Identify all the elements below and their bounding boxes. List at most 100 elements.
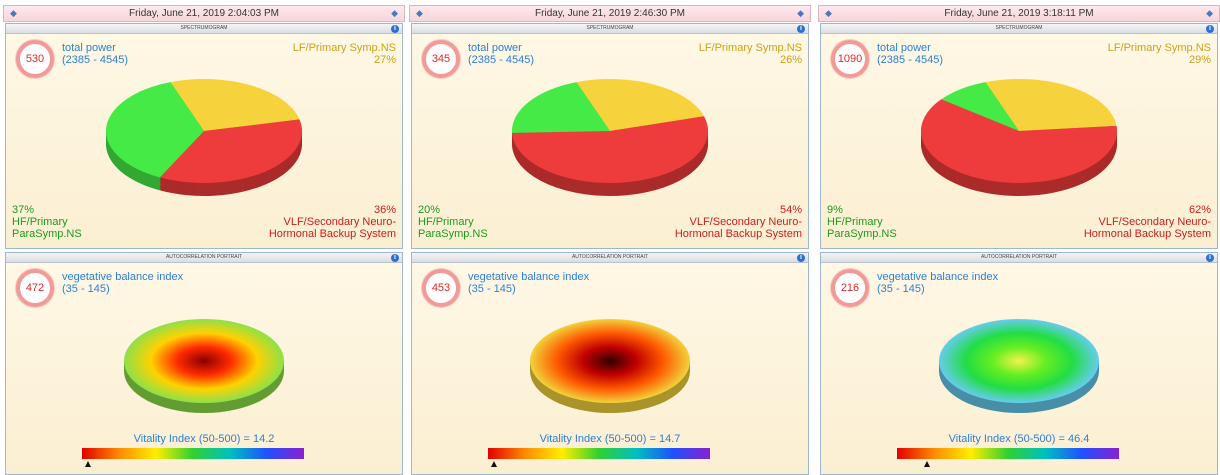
pie-slice — [170, 79, 300, 131]
range: (2385 - 4545) — [62, 54, 129, 66]
range: (2385 - 4545) — [468, 54, 535, 66]
info-icon[interactable]: i — [1206, 254, 1214, 262]
vitality-marker — [491, 461, 497, 467]
score-label: vegetative balance index (35 - 145) — [468, 271, 589, 295]
pie — [105, 79, 303, 196]
info-icon[interactable]: i — [391, 25, 399, 33]
slice-value: 54% — [779, 204, 802, 216]
column: ◆ Friday, June 21, 2019 2:46:30 PM ◆ SPECTR… — [409, 0, 811, 475]
slice-value: 29% — [1188, 54, 1211, 66]
vlf-label: 62% VLF/Secondary Neuro- Hormonal Backup … — [1084, 204, 1211, 240]
slice-name: HF/Primary ParaSymp.NS — [12, 216, 82, 240]
slice-value: 9% — [827, 204, 843, 216]
portrait — [939, 319, 1099, 413]
next-arrow: ◆ — [1206, 8, 1213, 18]
info-icon[interactable]: i — [391, 254, 399, 262]
slice-value: 62% — [1188, 204, 1211, 216]
range: (35 - 145) — [468, 283, 516, 295]
slice-name: VLF/Secondary Neuro- Hormonal Backup Sys… — [674, 216, 802, 240]
info-icon[interactable]: i — [797, 254, 805, 262]
score-badge: 472 — [16, 269, 54, 307]
info-icon[interactable]: i — [797, 25, 805, 33]
vitality-scale — [897, 448, 1119, 459]
range: (2385 - 4545) — [877, 54, 944, 66]
label: total power — [877, 42, 931, 54]
info-icon[interactable]: i — [1206, 25, 1214, 33]
next-arrow: ◆ — [391, 8, 398, 18]
pie — [921, 79, 1117, 196]
vitality-text: Vitality Index (50-500) = 14.7 — [539, 433, 681, 445]
score-label: vegetative balance index (35 - 145) — [877, 271, 998, 295]
prev-arrow: ◆ — [416, 8, 423, 18]
lf-label: LF/Primary Symp.NS 29% — [1108, 42, 1211, 66]
lf-label: LF/Primary Symp.NS 27% — [293, 42, 396, 66]
slice-name: VLF/Secondary Neuro- Hormonal Backup Sys… — [1083, 216, 1211, 240]
panel-header: AUTOCORRELATION PORTRAIT — [821, 253, 1217, 263]
date-bar: ◆ Friday, June 21, 2019 3:18:11 PM ◆ — [818, 5, 1220, 22]
portrait — [124, 319, 284, 413]
pie-slice — [576, 79, 704, 131]
score-badge: 453 — [422, 269, 460, 307]
autocorr-panel: AUTOCORRELATION PORTRAIT i 472 vegetative b… — [5, 252, 403, 475]
label: total power — [62, 42, 116, 54]
disc — [124, 319, 284, 403]
slice-value: 26% — [779, 54, 802, 66]
slice-name: VLF/Secondary Neuro- Hormonal Backup Sys… — [268, 216, 396, 240]
disc — [530, 319, 690, 403]
range: (35 - 145) — [62, 283, 110, 295]
slice-value: 20% — [418, 204, 441, 216]
column: ◆ Friday, June 21, 2019 3:18:11 PM ◆ SPECTR… — [818, 0, 1220, 475]
portrait — [530, 319, 690, 413]
vlf-label: 54% VLF/Secondary Neuro- Hormonal Backup … — [675, 204, 802, 240]
pie-slice — [985, 79, 1117, 131]
slice-value: 36% — [373, 204, 396, 216]
pie-slice — [512, 82, 610, 133]
label: total power — [468, 42, 522, 54]
vitality-marker — [924, 461, 930, 467]
autocorr-panel: AUTOCORRELATION PORTRAIT i 453 vegetative b… — [411, 252, 809, 475]
date-text: Friday, June 21, 2019 2:04:03 PM — [129, 8, 279, 19]
vitality-text: Vitality Index (50-500) = 46.4 — [948, 433, 1090, 445]
slice-name: HF/Primary ParaSymp.NS — [418, 216, 488, 240]
hf-label: 9% HF/Primary ParaSymp.NS — [827, 204, 897, 240]
score-badge: 1090 — [831, 40, 869, 78]
score-label: total power (2385 - 4545) — [877, 42, 943, 66]
panel-header: AUTOCORRELATION PORTRAIT — [6, 253, 402, 263]
score-badge: 345 — [422, 40, 460, 78]
slice-name: LF/Primary Symp.NS — [1107, 42, 1211, 54]
date-text: Friday, June 21, 2019 2:46:30 PM — [535, 8, 685, 19]
vitality-text: Vitality Index (50-500) = 14.2 — [133, 433, 275, 445]
label: vegetative balance index — [877, 271, 999, 283]
pie-slice — [921, 99, 1117, 183]
spectrum-panel: SPECTRUMOGRAM i 345 total power (2385 - 4545… — [411, 23, 809, 249]
score-label: total power (2385 - 4545) — [62, 42, 128, 66]
column: ◆ Friday, June 21, 2019 2:04:03 PM ◆ SPECTR… — [3, 0, 405, 475]
date-text: Friday, June 21, 2019 3:18:11 PM — [944, 8, 1094, 19]
date-bar: ◆ Friday, June 21, 2019 2:04:03 PM ◆ — [3, 5, 405, 22]
score-label: total power (2385 - 4545) — [468, 42, 534, 66]
vitality-scale — [488, 448, 710, 459]
vlf-label: 36% VLF/Secondary Neuro- Hormonal Backup … — [269, 204, 396, 240]
slice-name: HF/Primary ParaSymp.NS — [827, 216, 897, 240]
score-label: vegetative balance index (35 - 145) — [62, 271, 183, 295]
vitality-scale — [82, 448, 304, 459]
slice-name: LF/Primary Symp.NS — [698, 42, 802, 54]
hf-label: 37% HF/Primary ParaSymp.NS — [12, 204, 82, 240]
pie-slice — [105, 82, 204, 178]
panel-header: SPECTRUMOGRAM — [821, 24, 1217, 34]
score-badge: 216 — [831, 269, 869, 307]
label: vegetative balance index — [62, 271, 184, 283]
range: (35 - 145) — [877, 283, 925, 295]
panel-header: AUTOCORRELATION PORTRAIT — [412, 253, 808, 263]
prev-arrow: ◆ — [10, 8, 17, 18]
pie-slice — [941, 82, 1019, 131]
score-badge: 530 — [16, 40, 54, 78]
date-bar: ◆ Friday, June 21, 2019 2:46:30 PM ◆ — [409, 5, 811, 22]
panel-header: SPECTRUMOGRAM — [412, 24, 808, 34]
pie-slice — [159, 119, 302, 183]
slice-name: LF/Primary Symp.NS — [292, 42, 396, 54]
prev-arrow: ◆ — [825, 8, 832, 18]
disc — [939, 319, 1099, 403]
pie-slice — [512, 116, 708, 184]
